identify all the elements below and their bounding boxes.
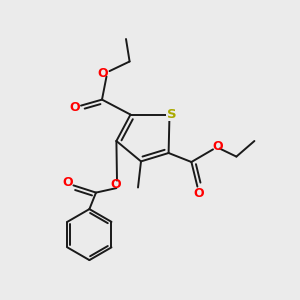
- Text: O: O: [62, 176, 73, 190]
- Text: S: S: [167, 107, 177, 121]
- Text: O: O: [70, 100, 80, 114]
- Text: O: O: [194, 187, 204, 200]
- Text: O: O: [110, 178, 121, 191]
- Text: O: O: [212, 140, 223, 154]
- Text: O: O: [98, 67, 108, 80]
